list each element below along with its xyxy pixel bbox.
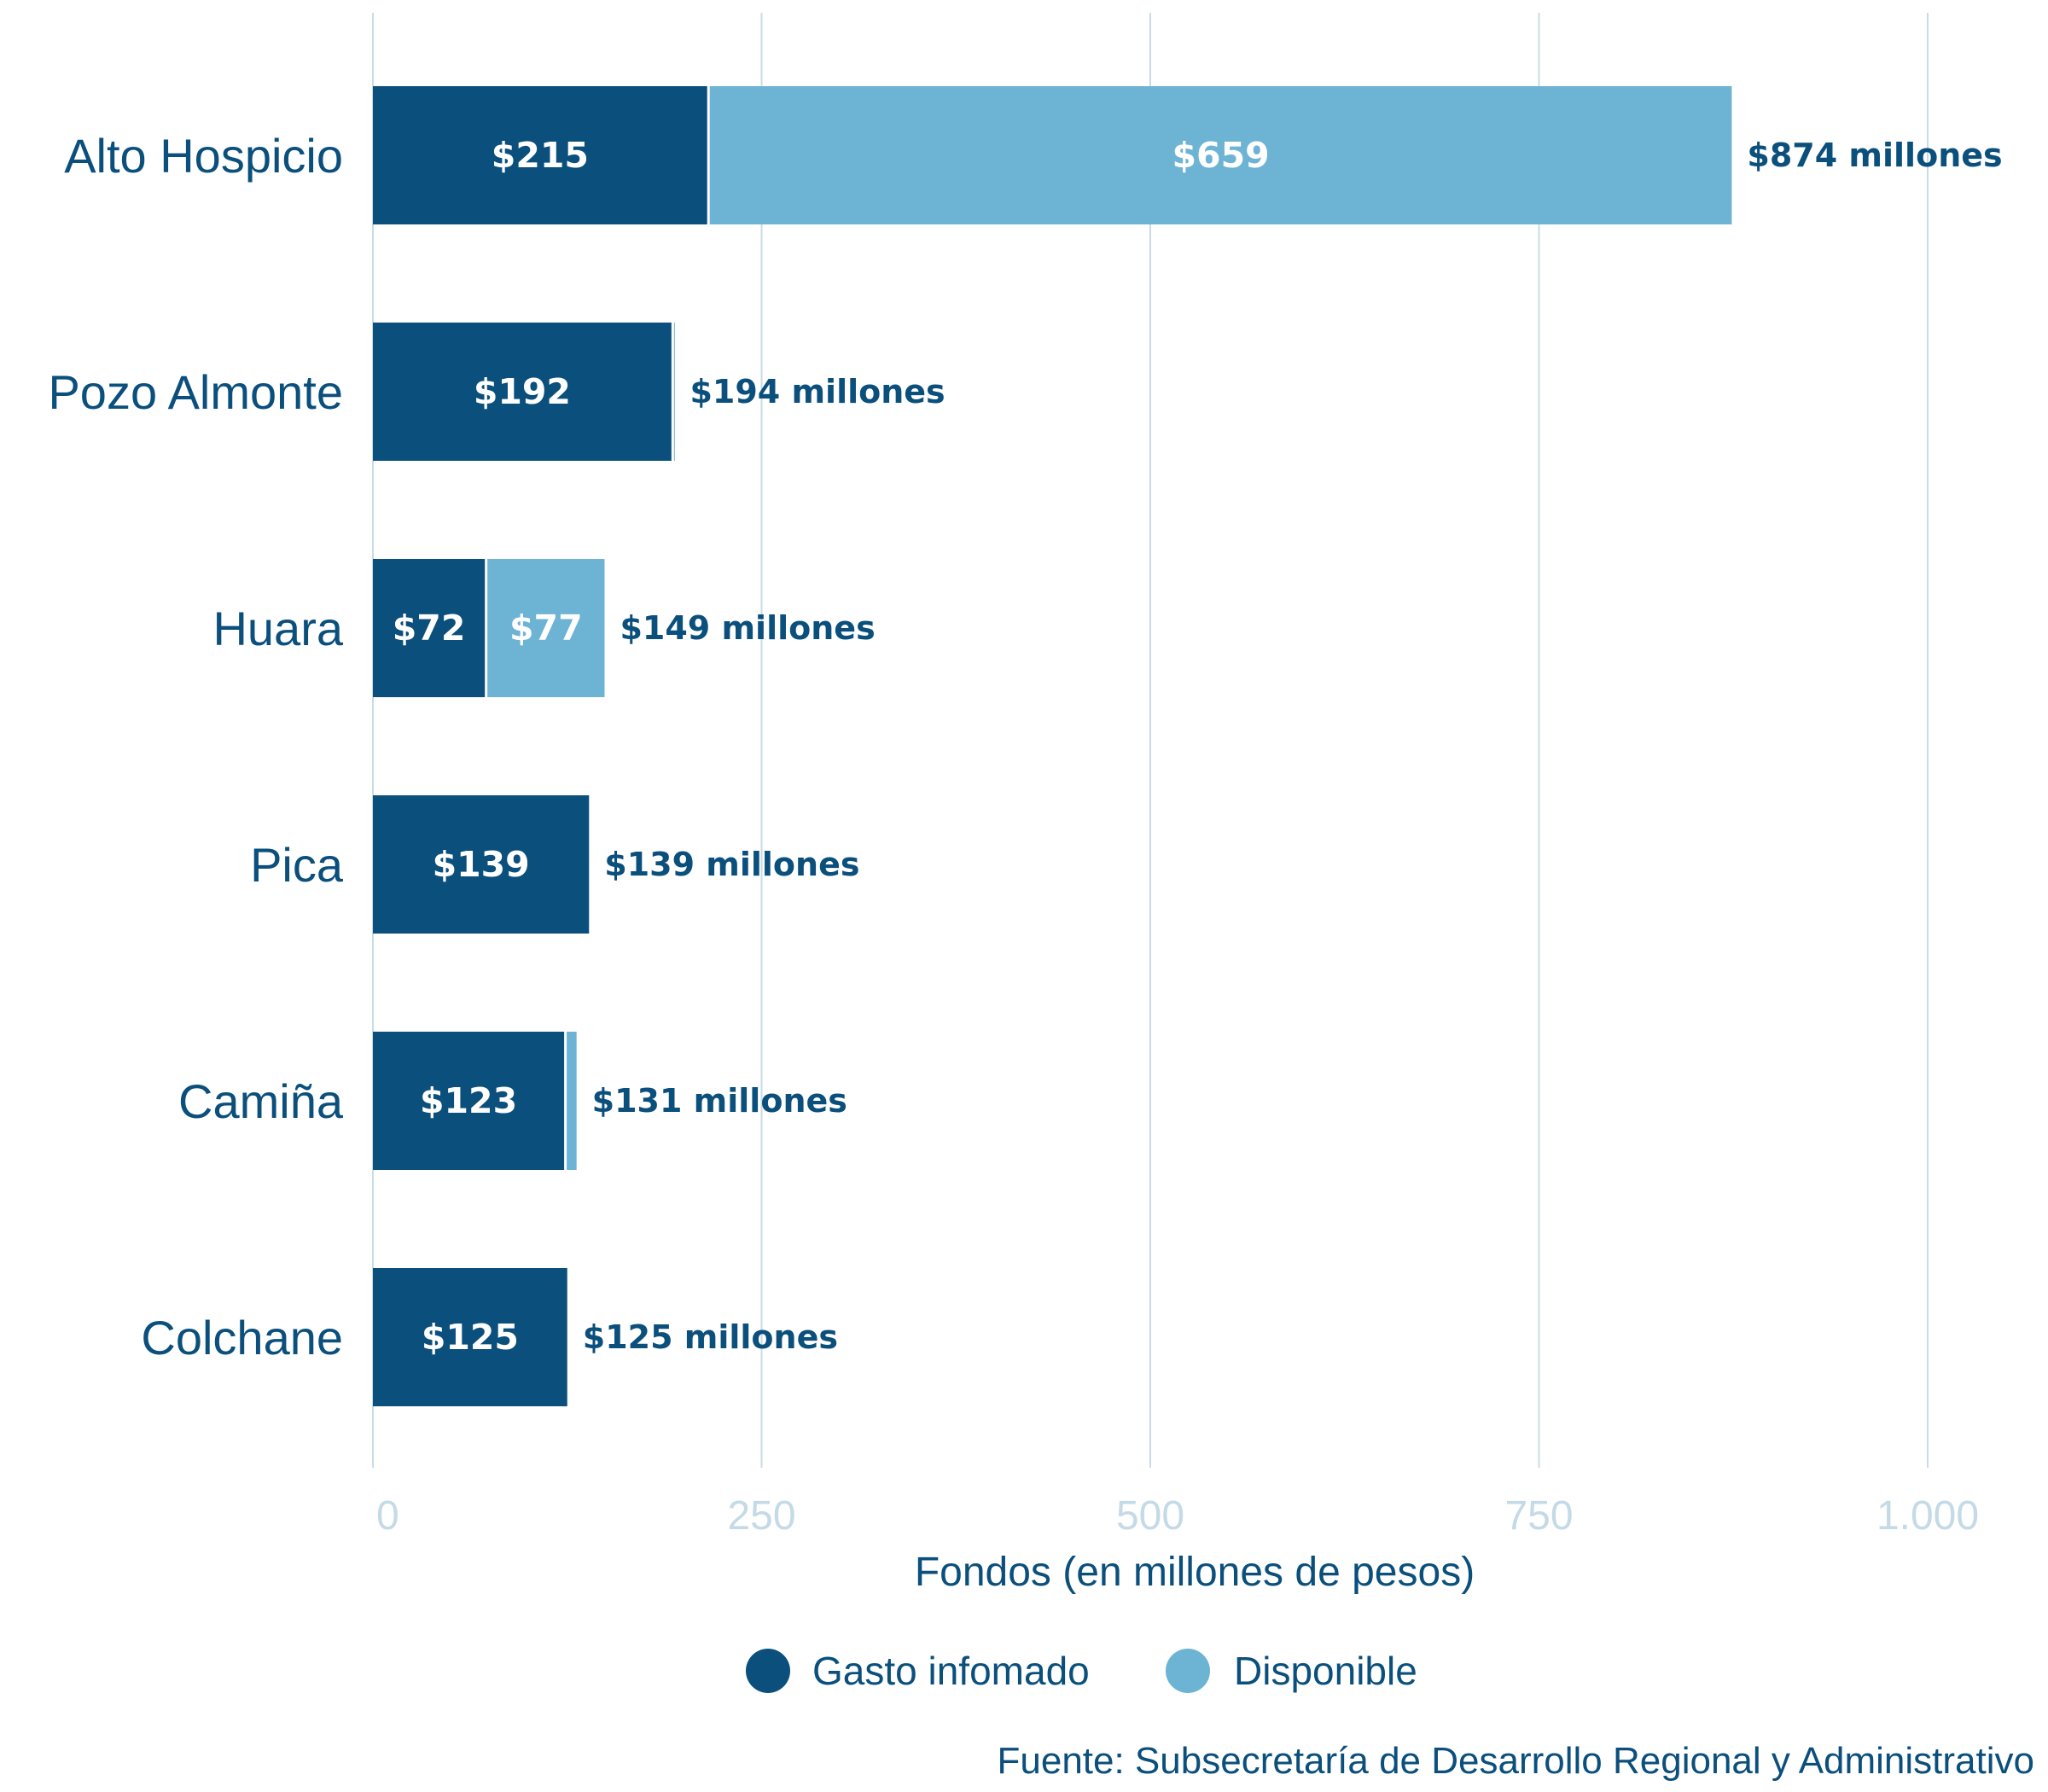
bar-segment-disponible bbox=[709, 86, 1732, 224]
bar-value-label: $125 bbox=[422, 1317, 519, 1358]
bar-segment-gasto bbox=[373, 86, 707, 224]
bar-total-label: $874 millones bbox=[1747, 137, 2002, 174]
bar-segment-gasto bbox=[373, 559, 486, 697]
bar-segment-gasto bbox=[373, 323, 672, 461]
source-note: Fuente: Subsecretaría de Desarrollo Regi… bbox=[998, 1740, 2035, 1782]
bar-segment-gasto bbox=[373, 795, 590, 934]
x-tick-label: 1.000 bbox=[1876, 1493, 1979, 1539]
category-label: Pica bbox=[250, 838, 344, 892]
category-label: Pozo Almonte bbox=[48, 365, 343, 419]
bar-total-label: $149 millones bbox=[620, 609, 875, 647]
bar-value-label: $659 bbox=[1172, 135, 1270, 176]
x-tick-label: 500 bbox=[1116, 1493, 1184, 1539]
data-labels: Alto Hospicio $215 $659 $874 millones Pozo A… bbox=[48, 129, 2002, 1364]
bar-value-label: $123 bbox=[420, 1080, 517, 1121]
category-label: Camiña bbox=[178, 1074, 344, 1128]
legend: Gasto infomado Disponible bbox=[746, 1649, 1417, 1693]
axes: 0 250 500 750 1.000 bbox=[376, 1493, 1979, 1539]
legend-swatch bbox=[1166, 1649, 1210, 1693]
bar-total-label: $131 millones bbox=[592, 1082, 847, 1120]
bar-segment-gasto bbox=[373, 1032, 565, 1170]
bar-value-label: $77 bbox=[509, 608, 583, 649]
x-axis-title: Fondos (en millones de pesos) bbox=[915, 1550, 1475, 1595]
category-label: Colchane bbox=[141, 1311, 343, 1364]
x-tick-label: 0 bbox=[376, 1493, 399, 1539]
legend-label: Disponible bbox=[1234, 1649, 1417, 1693]
legend-swatch bbox=[746, 1649, 790, 1693]
bar-segment-disponible bbox=[567, 1032, 577, 1170]
bar-value-label: $72 bbox=[393, 608, 466, 649]
bar-value-label: $215 bbox=[492, 135, 589, 176]
x-tick-label: 250 bbox=[727, 1493, 795, 1539]
gridlines bbox=[372, 13, 1929, 1468]
bar-total-label: $139 millones bbox=[604, 846, 859, 883]
legend-label: Gasto infomado bbox=[812, 1649, 1090, 1693]
bar-value-label: $192 bbox=[474, 371, 571, 412]
category-label: Alto Hospicio bbox=[64, 129, 343, 183]
category-label: Huara bbox=[212, 602, 343, 655]
bar-value-label: $139 bbox=[433, 844, 530, 885]
bars bbox=[373, 86, 1732, 1406]
bar-segment-gasto bbox=[373, 1268, 567, 1406]
bar-total-label: $125 millones bbox=[583, 1318, 838, 1356]
bar-total-label: $194 millones bbox=[689, 373, 945, 410]
bar-segment-disponible bbox=[673, 323, 675, 461]
bar-segment-disponible bbox=[487, 559, 605, 697]
x-tick-label: 750 bbox=[1504, 1493, 1573, 1539]
